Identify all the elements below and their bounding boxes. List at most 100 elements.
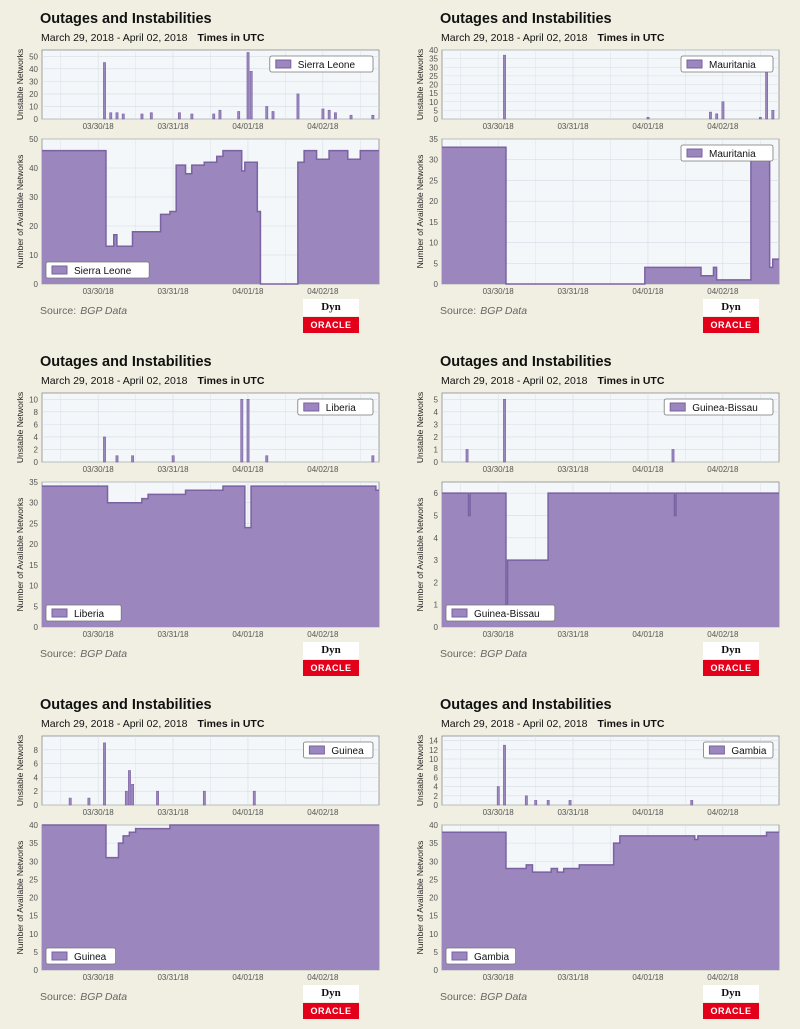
chart-area: 0 2 4 6 8 03/30/18 03/31/18 04/01/18 04/02/18 Uns…: [15, 735, 380, 982]
x-tick-label: 04/02/18: [707, 973, 739, 982]
legend-label: Gambia: [731, 746, 766, 757]
unstable-networks-chart: 0 2 4 6 8 10 03/30/18 03/31/18 04/01/18 04/02/18 U…: [15, 392, 380, 474]
y-tick-label: 35: [29, 478, 38, 487]
y-tick-label: 40: [429, 821, 438, 830]
y-tick-label: 30: [429, 156, 438, 165]
y-tick-label: 20: [429, 81, 438, 90]
bar: [465, 449, 469, 463]
bar: [690, 800, 694, 806]
x-tick-label: 03/31/18: [557, 808, 589, 817]
bar: [131, 784, 134, 806]
oracle-logo: ORACLE: [303, 660, 359, 676]
legend-swatch: [451, 608, 468, 618]
x-tick-label: 04/01/18: [632, 122, 664, 131]
bar: [171, 455, 175, 463]
bar: [156, 790, 159, 806]
legend: Guinea-Bissau: [445, 604, 556, 622]
x-tick-label: 03/31/18: [557, 287, 589, 296]
bar: [265, 106, 269, 120]
y-tick-label: 20: [29, 894, 38, 903]
available-networks-chart: 0 5 10 15 20 25 30 35 40 03/30/18 03/31/18 04/01/18…: [15, 821, 380, 982]
y-tick-label: 0: [34, 458, 39, 467]
x-tick-label: 03/30/18: [483, 808, 515, 817]
unstable-networks-chart: 0 2 4 6 8 03/30/18 03/31/18 04/01/18 04/02/18 Uns…: [15, 735, 380, 817]
y-tick-label: 30: [29, 193, 38, 202]
dyn-logo: Dyn: [303, 642, 359, 659]
y-tick-label: 40: [29, 164, 38, 173]
bar: [103, 62, 106, 120]
y-tick-label: 4: [34, 433, 39, 442]
legend: Mauritania: [680, 55, 774, 73]
dyn-logo: Dyn: [703, 642, 759, 659]
bar: [131, 455, 134, 463]
bar: [534, 800, 538, 806]
source-value: BGP Data: [80, 648, 128, 660]
bar: [524, 795, 528, 806]
legend-swatch: [451, 951, 468, 961]
y-tick-label: 30: [29, 857, 38, 866]
x-tick-label: 03/30/18: [483, 122, 515, 131]
y-axis-title: Number of Available Networks: [415, 841, 425, 955]
y-axis-title: Number of Available Networks: [15, 841, 25, 955]
x-tick-label: 04/01/18: [232, 630, 264, 639]
legend-swatch: [51, 265, 68, 275]
x-tick-label: 04/01/18: [632, 808, 664, 817]
area-line: [442, 146, 779, 285]
source-line: Source: BGP Data: [440, 991, 527, 1003]
source-label: Source:: [40, 991, 77, 1003]
y-tick-label: 15: [429, 218, 438, 227]
y-tick-label: 10: [29, 930, 38, 939]
legend-swatch: [686, 148, 703, 158]
bar: [327, 109, 331, 120]
y-tick-label: 10: [29, 582, 38, 591]
legend-label: Sierra Leone: [74, 266, 132, 277]
x-tick-label: 03/31/18: [557, 465, 589, 474]
legend-box: [680, 144, 774, 162]
bar: [296, 93, 300, 120]
x-tick-label: 03/31/18: [157, 287, 189, 296]
x-tick-label: 04/02/18: [307, 808, 339, 817]
bar: [249, 71, 253, 120]
y-tick-label: 25: [29, 519, 38, 528]
legend-label: Liberia: [326, 403, 356, 414]
y-tick-label: 40: [29, 821, 38, 830]
x-tick-label: 04/02/18: [307, 630, 339, 639]
panel-guinea-bissau: Outages and Instabilities March 29, 2018…: [400, 343, 800, 686]
legend-label: Guinea-Bissau: [474, 609, 540, 620]
legend-swatch: [669, 402, 686, 412]
bar: [109, 112, 113, 120]
legend: Guinea: [45, 947, 116, 965]
legend-label: Guinea: [331, 746, 364, 757]
x-tick-label: 04/01/18: [632, 630, 664, 639]
y-tick-label: 0: [34, 966, 39, 975]
y-tick-label: 35: [429, 135, 438, 144]
legend: Liberia: [297, 398, 374, 416]
source-label: Source:: [40, 305, 77, 317]
y-tick-label: 20: [429, 894, 438, 903]
y-tick-label: 10: [29, 395, 38, 404]
date-range: March 29, 2018 - April 02, 2018: [41, 375, 188, 387]
x-tick-label: 03/30/18: [83, 465, 115, 474]
y-tick-label: 15: [429, 912, 438, 921]
y-tick-label: 6: [34, 760, 39, 769]
area-line: [42, 149, 379, 285]
legend-label: Gambia: [474, 952, 509, 963]
legend-label: Sierra Leone: [298, 60, 356, 71]
source-line: Source: BGP Data: [40, 991, 127, 1003]
y-tick-label: 0: [34, 115, 39, 124]
bar: [202, 790, 206, 806]
y-tick-label: 4: [434, 783, 439, 792]
x-tick-label: 04/02/18: [307, 973, 339, 982]
panel-title: Outages and Instabilities: [440, 697, 612, 713]
bar: [349, 114, 353, 120]
chart-area: 0 10 20 30 40 50 03/30/18 03/31/18 04/01/18 04/02…: [15, 49, 380, 296]
y-axis-title: Unstable Networks: [415, 49, 425, 120]
y-axis-title: Number of Available Networks: [15, 498, 25, 612]
legend-swatch: [275, 59, 292, 69]
dyn-logo: Dyn: [703, 299, 759, 316]
bar: [149, 112, 153, 120]
y-tick-label: 6: [434, 773, 439, 782]
y-tick-label: 40: [429, 46, 438, 55]
bar: [709, 111, 712, 120]
